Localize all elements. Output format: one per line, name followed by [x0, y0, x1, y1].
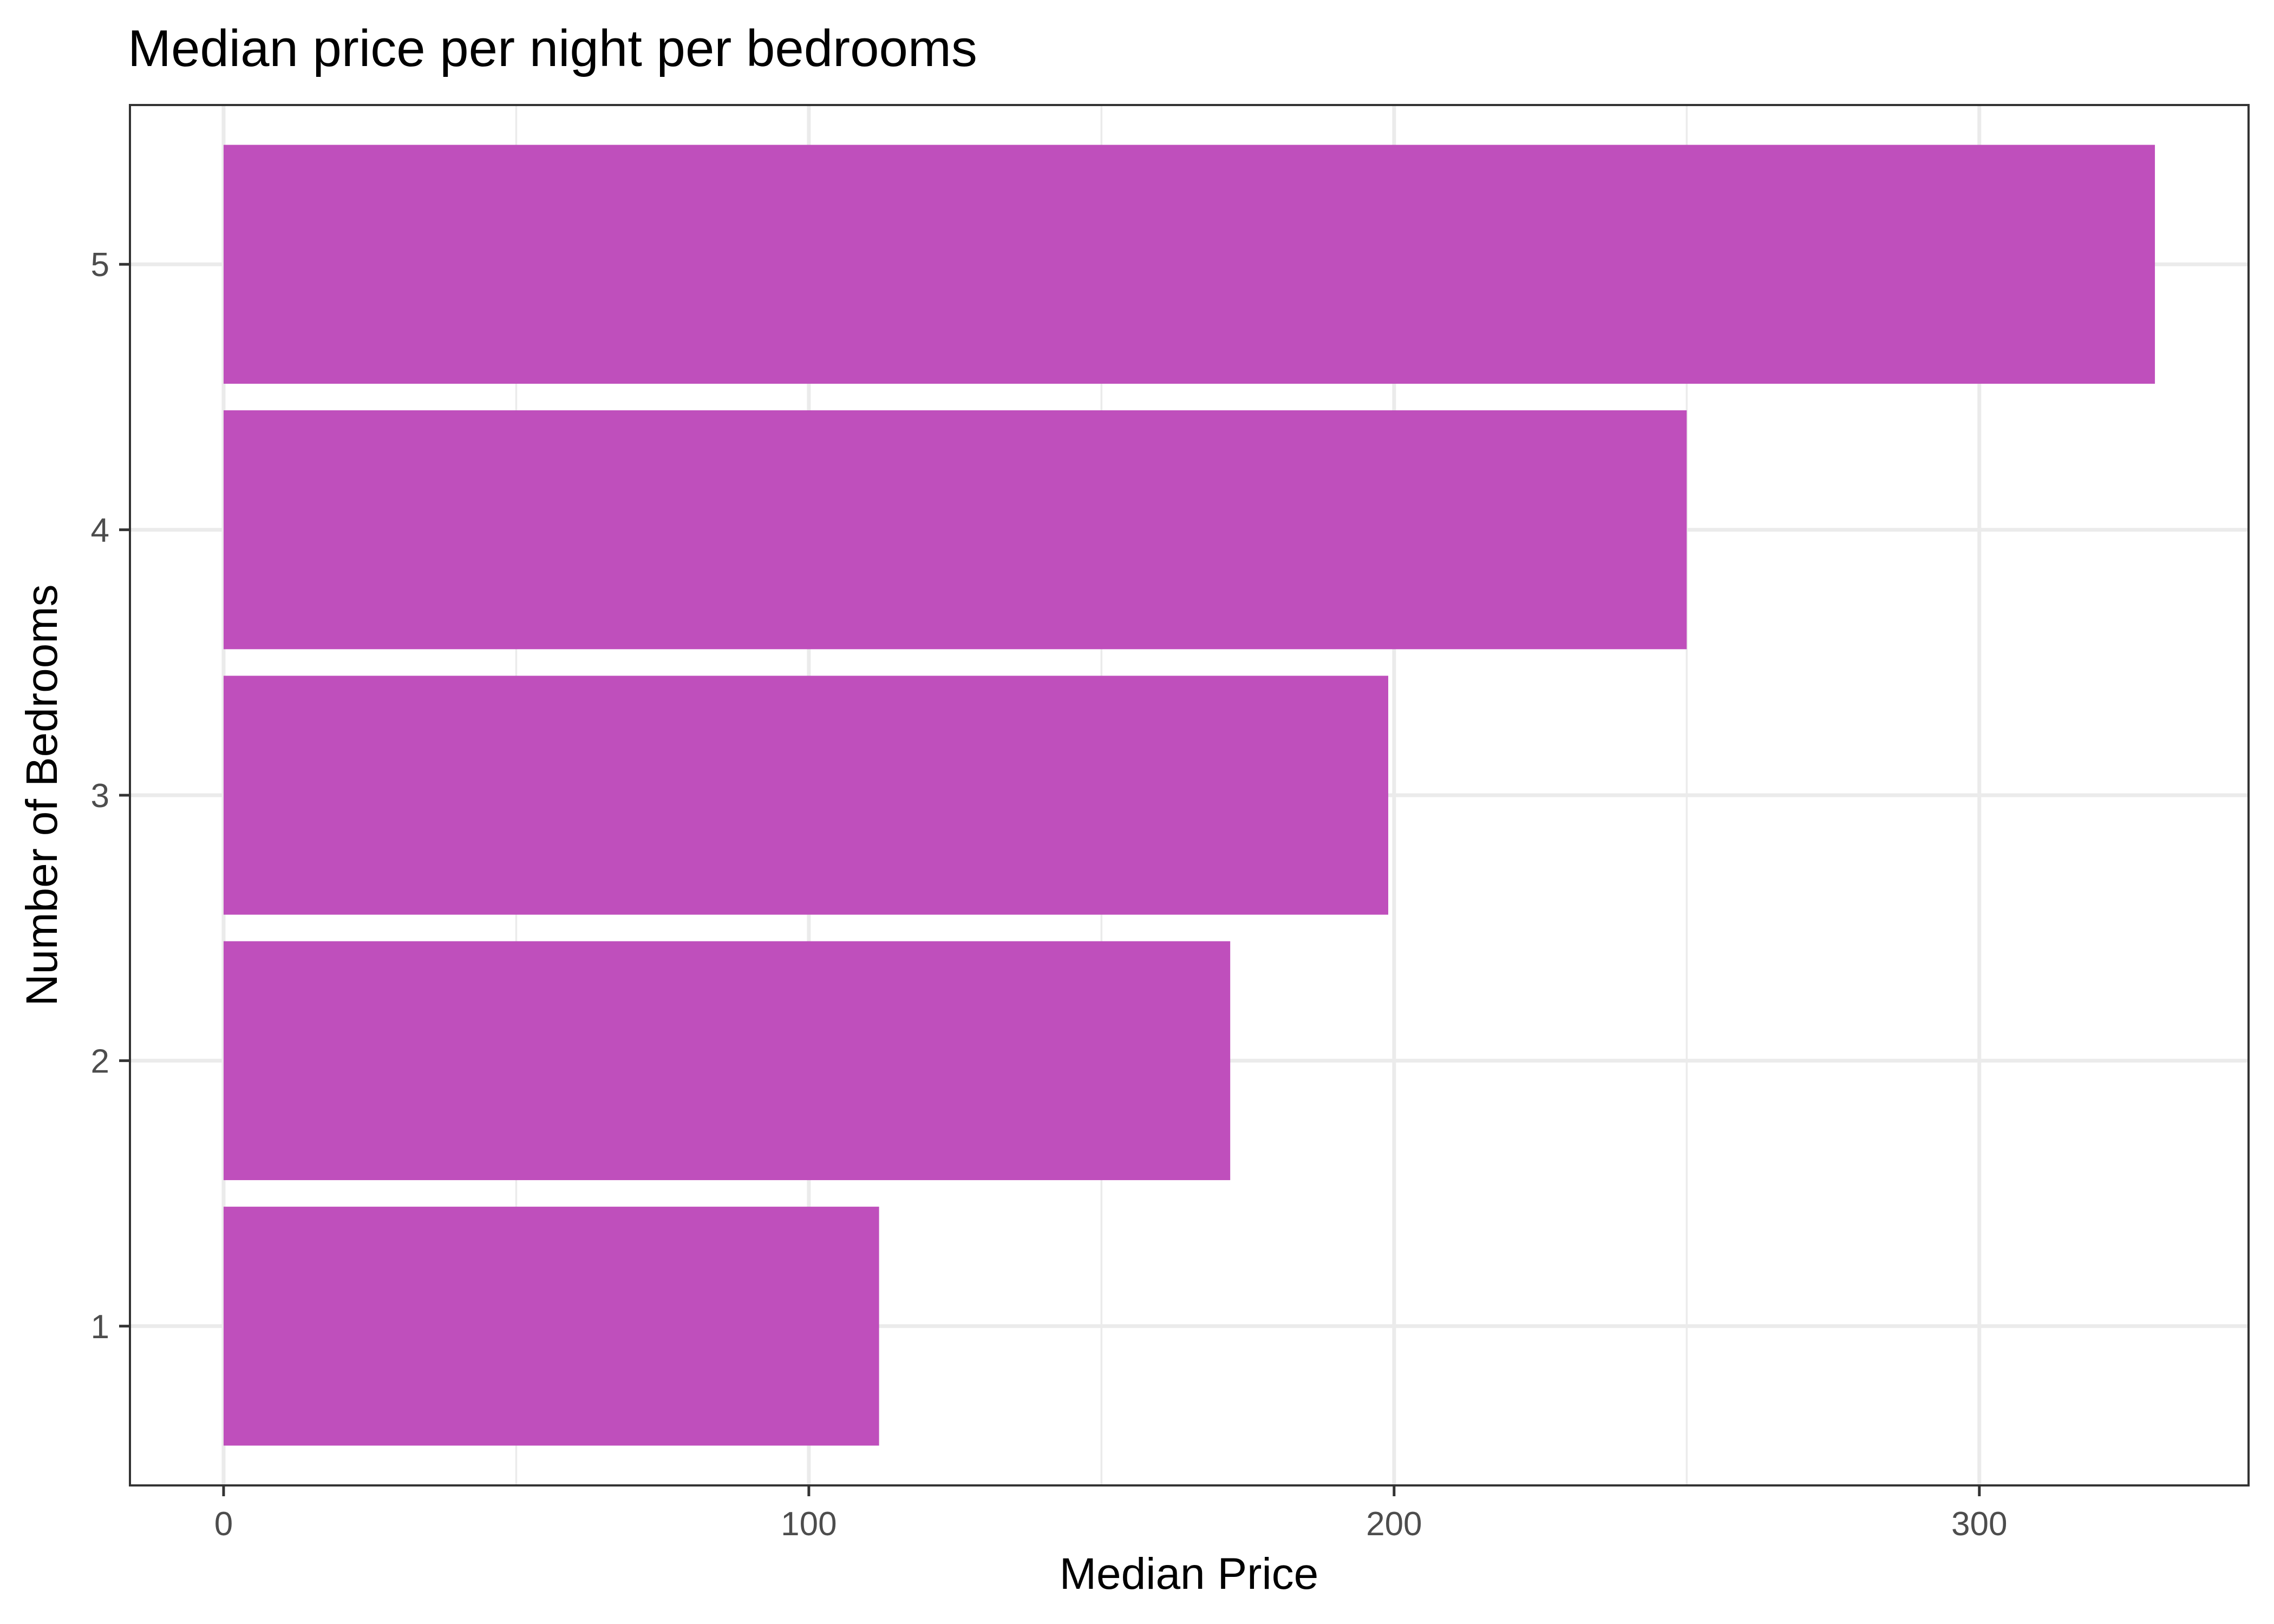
chart-title: Median price per night per bedrooms	[128, 19, 977, 77]
bar-2-bedrooms	[223, 941, 1231, 1181]
y-ticks: 1 2 3 4 5	[91, 246, 130, 1346]
y-tick-label: 3	[91, 777, 109, 815]
y-tick-label: 5	[91, 246, 109, 284]
y-axis-title: Number of Bedrooms	[17, 584, 67, 1006]
x-tick-label: 200	[1366, 1505, 1422, 1543]
y-tick-label: 2	[91, 1043, 109, 1080]
bar-5-bedrooms	[223, 145, 2155, 384]
bars	[223, 145, 2155, 1446]
x-tick-label: 300	[1951, 1505, 2007, 1543]
x-tick-label: 0	[214, 1505, 233, 1543]
x-axis-title: Median Price	[1060, 1549, 1319, 1599]
x-ticks: 0 100 200 300	[214, 1485, 2007, 1543]
y-tick-label: 4	[91, 512, 109, 549]
bar-1-bedrooms	[223, 1207, 879, 1446]
x-tick-label: 100	[781, 1505, 837, 1543]
bar-3-bedrooms	[223, 676, 1389, 915]
bar-4-bedrooms	[223, 410, 1687, 650]
y-tick-label: 1	[91, 1308, 109, 1346]
